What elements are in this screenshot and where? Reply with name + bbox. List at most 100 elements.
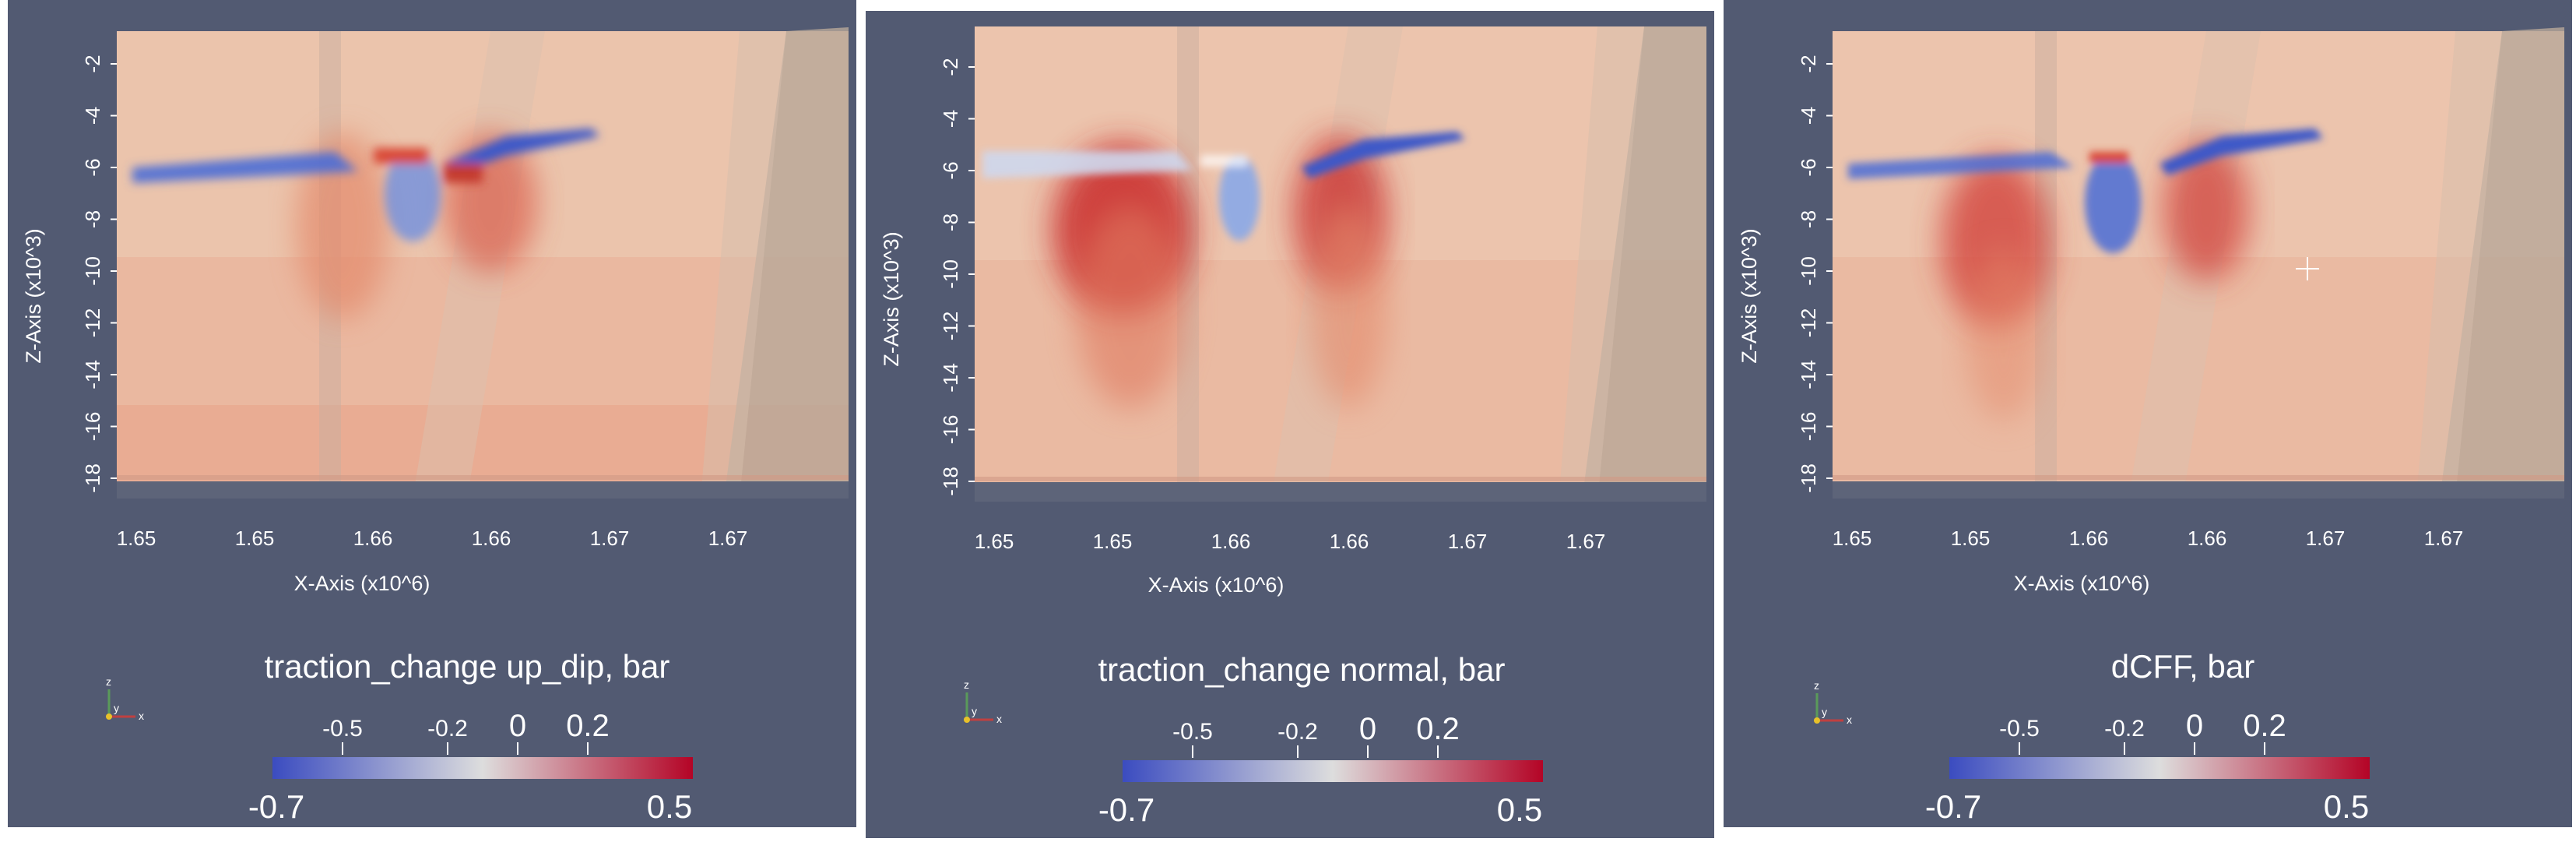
field-image: [975, 26, 1706, 502]
orientation-triad: z x y: [964, 678, 1002, 725]
triad-origin: [1814, 717, 1820, 724]
y-tick-label: -12: [939, 312, 962, 341]
triad-x-label: x: [139, 710, 144, 722]
orientation-triad: z x y: [106, 675, 144, 722]
y-tick-label: -18: [81, 463, 104, 493]
colorbar-tick-label: -0.2: [427, 716, 468, 742]
colorbar: [1949, 757, 2370, 779]
y-tick-label: -8: [81, 210, 104, 228]
x-tick-label: 1.67: [590, 527, 630, 550]
y-tick-label: -8: [1797, 210, 1820, 228]
colorbar-tick-label: 0: [509, 709, 526, 743]
triad-x-label: x: [1847, 713, 1852, 726]
colorbar: [1123, 760, 1543, 782]
y-tick-label: -4: [939, 110, 962, 128]
colorbar-tick-label: -0.5: [1172, 719, 1213, 745]
x-tick-label: 1.66: [472, 527, 511, 550]
colorbar-min-label: -0.7: [248, 788, 304, 825]
triad-z-label: z: [964, 678, 969, 691]
y-tick-label: -6: [81, 158, 104, 176]
y-tick-label: -16: [81, 412, 104, 442]
y-tick-label: -14: [1797, 360, 1820, 389]
x-tick-label: 1.65: [117, 527, 156, 550]
colorbar-ticks: -0.5 -0.2 0 0.2: [1172, 712, 1460, 758]
colorbar-title: traction_change up_dip, bar: [265, 648, 670, 685]
colorbar-tick-label: -0.2: [2104, 716, 2145, 742]
x-tick-label: 1.66: [2188, 527, 2227, 550]
y-tick-label: -6: [1797, 158, 1820, 176]
x-tick-label: 1.65: [235, 527, 275, 550]
y-tick-label: -2: [1797, 55, 1820, 72]
triad-origin: [964, 717, 970, 723]
y-axis-label: Z-Axis (x10^3): [22, 228, 45, 363]
x-tick-label: 1.65: [975, 530, 1014, 553]
y-tick-label: -18: [939, 467, 962, 496]
y-tick-label: -16: [939, 415, 962, 445]
y-tick-label: -8: [939, 213, 962, 231]
orientation-triad: z x y: [1814, 679, 1852, 726]
x-axis: 1.65 1.65 1.66 1.66 1.67 1.67: [117, 527, 748, 550]
colorbar-tick-label: -0.5: [322, 716, 363, 742]
x-tick-label: 1.65: [1093, 530, 1133, 553]
triad-y-label: y: [972, 705, 977, 717]
x-tick-label: 1.66: [2069, 527, 2109, 550]
x-axis-label: X-Axis (x10^6): [2014, 572, 2150, 595]
x-tick-label: 1.67: [2424, 527, 2464, 550]
y-tick-label: -12: [1797, 308, 1820, 338]
y-tick-label: -10: [939, 259, 962, 289]
plot-svg: -2 -4 -6 -8 -10 -12 -14 -16 -18 1.65 1.65 1.66 1.66…: [880, 26, 1706, 828]
triad-y-label: y: [114, 702, 119, 714]
y-tick-label: -16: [1797, 412, 1820, 442]
colorbar-tick-label: 0.2: [2243, 709, 2286, 743]
colorbar-min-label: -0.7: [1098, 791, 1154, 828]
y-tick-label: -2: [939, 58, 962, 76]
triad-origin: [106, 713, 112, 720]
y-tick-label: -4: [1797, 107, 1820, 125]
triad-z-label: z: [106, 675, 111, 688]
y-tick-label: -12: [81, 308, 104, 338]
colorbar-tick-label: -0.2: [1277, 719, 1318, 745]
x-axis-label: X-Axis (x10^6): [1148, 573, 1284, 597]
y-axis-label: Z-Axis (x10^3): [1738, 228, 1761, 363]
crosshair-marker: [2296, 257, 2319, 280]
field-image: [1833, 27, 2564, 499]
colorbar-title: dCFF, bar: [2111, 648, 2254, 685]
x-tick-label: 1.66: [353, 527, 393, 550]
y-axis: -2 -4 -6 -8 -10 -12 -14 -16 -18: [939, 58, 975, 496]
x-tick-label: 1.67: [708, 527, 748, 550]
x-tick-label: 1.65: [1833, 527, 1872, 550]
colorbar-ticks: -0.5 -0.2 0 0.2: [322, 709, 610, 755]
y-tick-label: -6: [939, 161, 962, 179]
colorbar-tick-label: 0.2: [566, 709, 610, 743]
x-tick-label: 1.66: [1330, 530, 1369, 553]
x-axis: 1.65 1.65 1.66 1.66 1.67 1.67: [1833, 527, 2464, 550]
y-tick-label: -10: [81, 256, 104, 286]
colorbar-max-label: 0.5: [1497, 791, 1542, 828]
y-axis: -2 -4 -6 -8 -10 -12 -14 -16 -18: [1797, 55, 1833, 493]
x-tick-label: 1.65: [1951, 527, 1991, 550]
x-axis-label: X-Axis (x10^6): [294, 572, 431, 595]
colorbar-ticks: -0.5 -0.2 0 0.2: [1999, 709, 2286, 755]
panel-normal: -2 -4 -6 -8 -10 -12 -14 -16 -18 1.65 1.65 1.66 1.66…: [866, 11, 1714, 838]
triad-z-label: z: [1814, 679, 1819, 692]
colorbar-max-label: 0.5: [2324, 788, 2369, 825]
colorbar-tick-label: 0: [1359, 712, 1376, 746]
colorbar-max-label: 0.5: [647, 788, 692, 825]
x-tick-label: 1.67: [1566, 530, 1606, 553]
y-axis: -2 -4 -6 -8 -10 -12 -14 -16 -18: [81, 55, 117, 493]
field-image: [117, 27, 849, 499]
triad-y-label: y: [1822, 706, 1827, 718]
colorbar-min-label: -0.7: [1925, 788, 1981, 825]
x-tick-label: 1.67: [1448, 530, 1488, 553]
y-tick-label: -4: [81, 107, 104, 125]
panel-up-dip: -2 -4 -6 -8 -10 -12 -14 -16 -18 1.65 1.65 1.66 1.66…: [8, 0, 856, 827]
x-tick-label: 1.66: [1211, 530, 1251, 553]
y-tick-label: -2: [81, 55, 104, 72]
y-tick-label: -10: [1797, 256, 1820, 286]
y-axis-label: Z-Axis (x10^3): [880, 231, 903, 366]
x-axis: 1.65 1.65 1.66 1.66 1.67 1.67: [975, 530, 1606, 553]
triad-x-label: x: [996, 713, 1002, 725]
colorbar-tick-label: 0: [2186, 709, 2203, 743]
y-tick-label: -14: [81, 360, 104, 389]
y-tick-label: -14: [939, 363, 962, 393]
